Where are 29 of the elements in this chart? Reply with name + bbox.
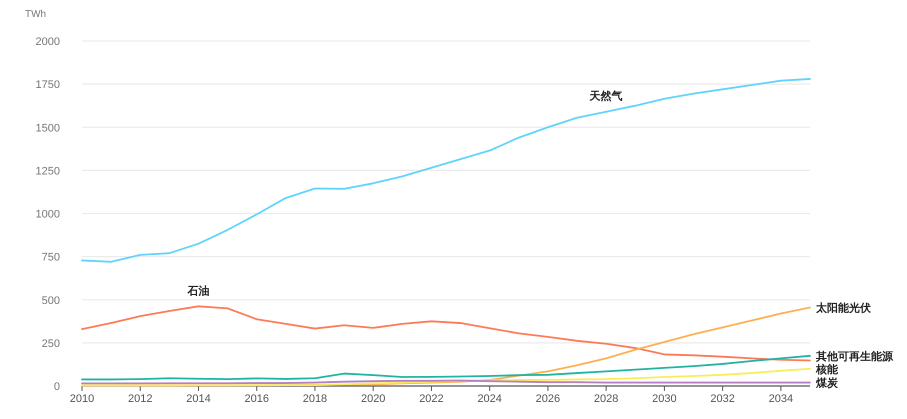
series-label: 其他可再生能源 (815, 350, 894, 363)
y-tick-label: 1750 (36, 79, 60, 92)
series-label: 石油 (186, 284, 210, 298)
x-tick-label: 2022 (419, 393, 444, 405)
y-tick-label: 0 (54, 381, 60, 393)
y-tick-label: 500 (42, 294, 60, 307)
series-label: 核能 (815, 362, 839, 376)
series-label: 天然气 (588, 90, 623, 103)
x-tick-label: 2010 (70, 393, 94, 405)
series-label: 太阳能光伏 (815, 302, 872, 315)
series-label: 煤炭 (815, 376, 839, 390)
x-tick-label: 2030 (652, 393, 677, 405)
x-tick-label: 2034 (768, 393, 794, 405)
y-tick-label: 2000 (36, 36, 60, 48)
x-tick-label: 2028 (594, 393, 618, 405)
x-tick-label: 2018 (302, 393, 328, 405)
y-tick-label: 750 (42, 252, 60, 264)
x-tick-label: 2026 (536, 393, 560, 405)
y-tick-label: 1500 (36, 122, 60, 134)
x-tick-label: 2016 (244, 393, 269, 405)
y-tick-label: 250 (42, 338, 60, 350)
x-tick-label: 2024 (477, 393, 502, 405)
y-axis-title: TWh (25, 9, 46, 20)
x-tick-label: 2012 (128, 393, 152, 405)
x-tick-label: 2020 (360, 393, 386, 405)
x-tick-label: 2014 (186, 393, 211, 405)
y-tick-label: 1250 (36, 165, 60, 178)
x-tick-label: 2032 (710, 393, 735, 405)
y-tick-label: 1000 (36, 208, 60, 220)
